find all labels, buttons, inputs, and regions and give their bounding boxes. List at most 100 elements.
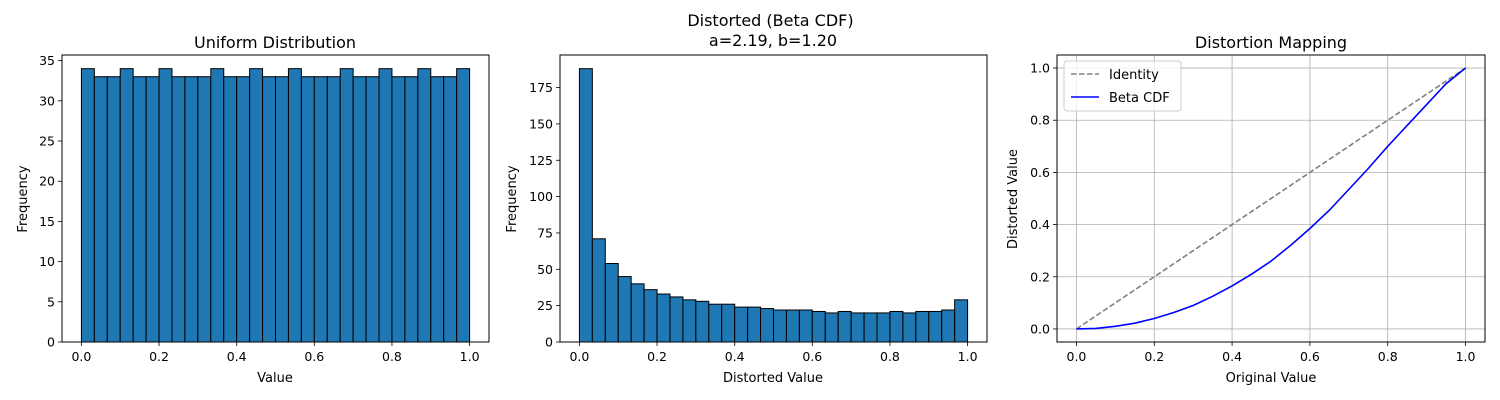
uniform-histogram-xtick-label: 0.4 — [227, 349, 247, 364]
distorted-histogram-bar — [811, 310, 826, 343]
uniform-histogram-bar — [287, 68, 302, 343]
uniform-histogram-frame — [61, 54, 490, 343]
uniform-histogram-bar — [158, 68, 173, 343]
uniform-histogram-ytick-label: 20 — [39, 174, 55, 189]
distortion-mapping-ytick-label: 1.0 — [1030, 61, 1050, 76]
distorted-histogram-yticks: 0 25 50 75 100 125 150 175 — [529, 80, 560, 350]
distorted-histogram-bar — [902, 312, 917, 343]
distortion-mapping-yticks: 0.0 0.2 0.4 0.6 0.8 1.0 — [1030, 61, 1057, 336]
uniform-histogram-xtick-label: 1.0 — [460, 349, 480, 364]
distorted-histogram-title-line-1: Distorted (Beta CDF) — [687, 11, 853, 30]
distortion-mapping-xlabel: Original Value — [1226, 371, 1317, 386]
uniform-histogram-bar — [300, 76, 315, 343]
uniform-histogram-bar — [119, 68, 134, 343]
distorted-histogram-ylabel: Frequency — [505, 165, 520, 232]
uniform-histogram-xtick-label: 0.8 — [382, 349, 402, 364]
uniform-histogram-ytick-label: 0 — [47, 335, 55, 350]
distorted-histogram-frame — [559, 54, 988, 343]
uniform-histogram-bar — [456, 68, 471, 343]
distorted-histogram-ytick-label: 100 — [529, 189, 553, 204]
uniform-histogram-bar — [339, 68, 354, 343]
distorted-histogram-bar — [734, 306, 749, 343]
uniform-histogram-bar — [249, 68, 264, 343]
distorted-histogram-ytick-label: 125 — [529, 153, 553, 168]
uniform-histogram-title: Uniform Distribution — [194, 33, 356, 52]
uniform-histogram-bar — [197, 76, 212, 343]
distortion-mapping-xtick-label: 0.0 — [1067, 349, 1087, 364]
uniform-histogram-bar — [262, 76, 277, 343]
distortion-mapping-xticks: 0.0 0.2 0.4 0.6 0.8 1.0 — [1067, 342, 1476, 364]
distorted-histogram-bar — [773, 309, 787, 343]
distortion-mapping-series-identity-line — [1076, 67, 1466, 330]
uniform-histogram-ytick-label: 25 — [39, 134, 55, 149]
uniform-histogram-bar — [391, 76, 406, 343]
distorted-histogram-xtick-label: 0.0 — [569, 349, 589, 364]
distortion-mapping-series-beta-cdf-line — [1076, 67, 1467, 330]
distortion-mapping-lines — [1076, 67, 1467, 330]
uniform-histogram-ytick-label: 30 — [39, 93, 55, 108]
uniform-histogram-xticks: 0.0 0.2 0.4 0.6 0.8 1.0 — [71, 342, 480, 364]
distorted-histogram-ytick-label: 75 — [537, 225, 553, 240]
uniform-histogram-xtick-label: 0.6 — [304, 349, 324, 364]
distortion-mapping-ytick-label: 0.8 — [1030, 113, 1050, 128]
distorted-histogram-bar — [695, 300, 710, 343]
uniform-histogram-bar — [417, 68, 432, 343]
distorted-histogram-title: Distorted (Beta CDF) a=2.19, b=1.20 — [687, 11, 858, 50]
distorted-histogram-bar — [747, 306, 762, 343]
uniform-histogram-bar — [313, 76, 328, 343]
distorted-histogram-bar — [591, 238, 606, 343]
uniform-histogram-bar — [106, 76, 121, 343]
uniform-histogram-bar — [236, 76, 251, 343]
distorted-histogram-xtick-label: 1.0 — [958, 349, 978, 364]
distortion-mapping-xtick-label: 0.4 — [1222, 349, 1242, 364]
distorted-histogram-bar — [682, 299, 697, 343]
distorted-histogram-bar — [954, 299, 969, 343]
uniform-histogram-title-line: Uniform Distribution — [194, 33, 356, 52]
distortion-mapping-xtick-label: 1.0 — [1456, 349, 1476, 364]
distorted-histogram-bar — [760, 308, 775, 343]
distorted-histogram-xticks: 0.0 0.2 0.4 0.6 0.8 1.0 — [569, 342, 978, 364]
legend-beta-cdf-label: Beta CDF — [1109, 91, 1170, 106]
legend-identity-label: Identity — [1109, 68, 1159, 83]
uniform-histogram-bar — [80, 68, 95, 343]
distorted-histogram-bar — [785, 309, 800, 343]
distortion-mapping-ylabel: Distorted Value — [1006, 149, 1021, 249]
uniform-histogram-panel: Uniform Distribution 0.0 0.2 0.4 0.6 0.8 1.0 … — [16, 33, 490, 386]
uniform-histogram-ytick-label: 5 — [47, 294, 55, 309]
distorted-histogram-bar — [643, 289, 658, 343]
uniform-histogram-bar — [326, 76, 341, 343]
distorted-histogram-bar — [656, 293, 671, 343]
uniform-histogram-bar — [145, 76, 160, 343]
distorted-histogram-bar — [915, 310, 930, 343]
distorted-histogram-ytick-label: 25 — [537, 298, 553, 313]
uniform-histogram-xlabel: Value — [257, 371, 293, 386]
distorted-histogram-bar — [721, 303, 736, 343]
uniform-histogram-bar — [184, 76, 199, 343]
distortion-mapping-title-line: Distortion Mapping — [1195, 33, 1347, 52]
legend-box — [1063, 60, 1182, 112]
distorted-histogram-xtick-label: 0.4 — [725, 349, 745, 364]
uniform-histogram-ytick-label: 15 — [39, 214, 55, 229]
distorted-histogram-bar — [863, 312, 878, 343]
uniform-histogram-xtick-label: 0.0 — [71, 349, 91, 364]
distortion-mapping-ytick-label: 0.4 — [1030, 217, 1050, 232]
distorted-histogram-panel: Distorted (Beta CDF) a=2.19, b=1.20 0.0 0… — [505, 11, 988, 386]
distortion-mapping-ytick-label: 0.2 — [1030, 269, 1050, 284]
uniform-histogram-bar — [352, 76, 367, 343]
uniform-histogram-ytick-label: 35 — [39, 53, 55, 68]
uniform-histogram-ylabel: Frequency — [16, 165, 31, 232]
uniform-histogram-bar — [93, 76, 108, 343]
distorted-histogram-ytick-label: 0 — [545, 335, 553, 350]
uniform-histogram-bar — [223, 76, 238, 343]
uniform-histogram-bar — [132, 76, 147, 343]
uniform-histogram-ytick-label: 10 — [39, 254, 55, 269]
uniform-histogram-bar — [378, 68, 393, 343]
uniform-histogram-bar — [365, 76, 380, 343]
distorted-histogram-bar — [941, 309, 956, 343]
distortion-mapping-ytick-label: 0.6 — [1030, 165, 1050, 180]
distorted-histogram-title-line-2: a=2.19, b=1.20 — [709, 31, 837, 50]
distorted-histogram-bar — [708, 303, 723, 343]
distorted-histogram-bar — [798, 309, 813, 343]
distorted-histogram-bar — [928, 310, 943, 343]
